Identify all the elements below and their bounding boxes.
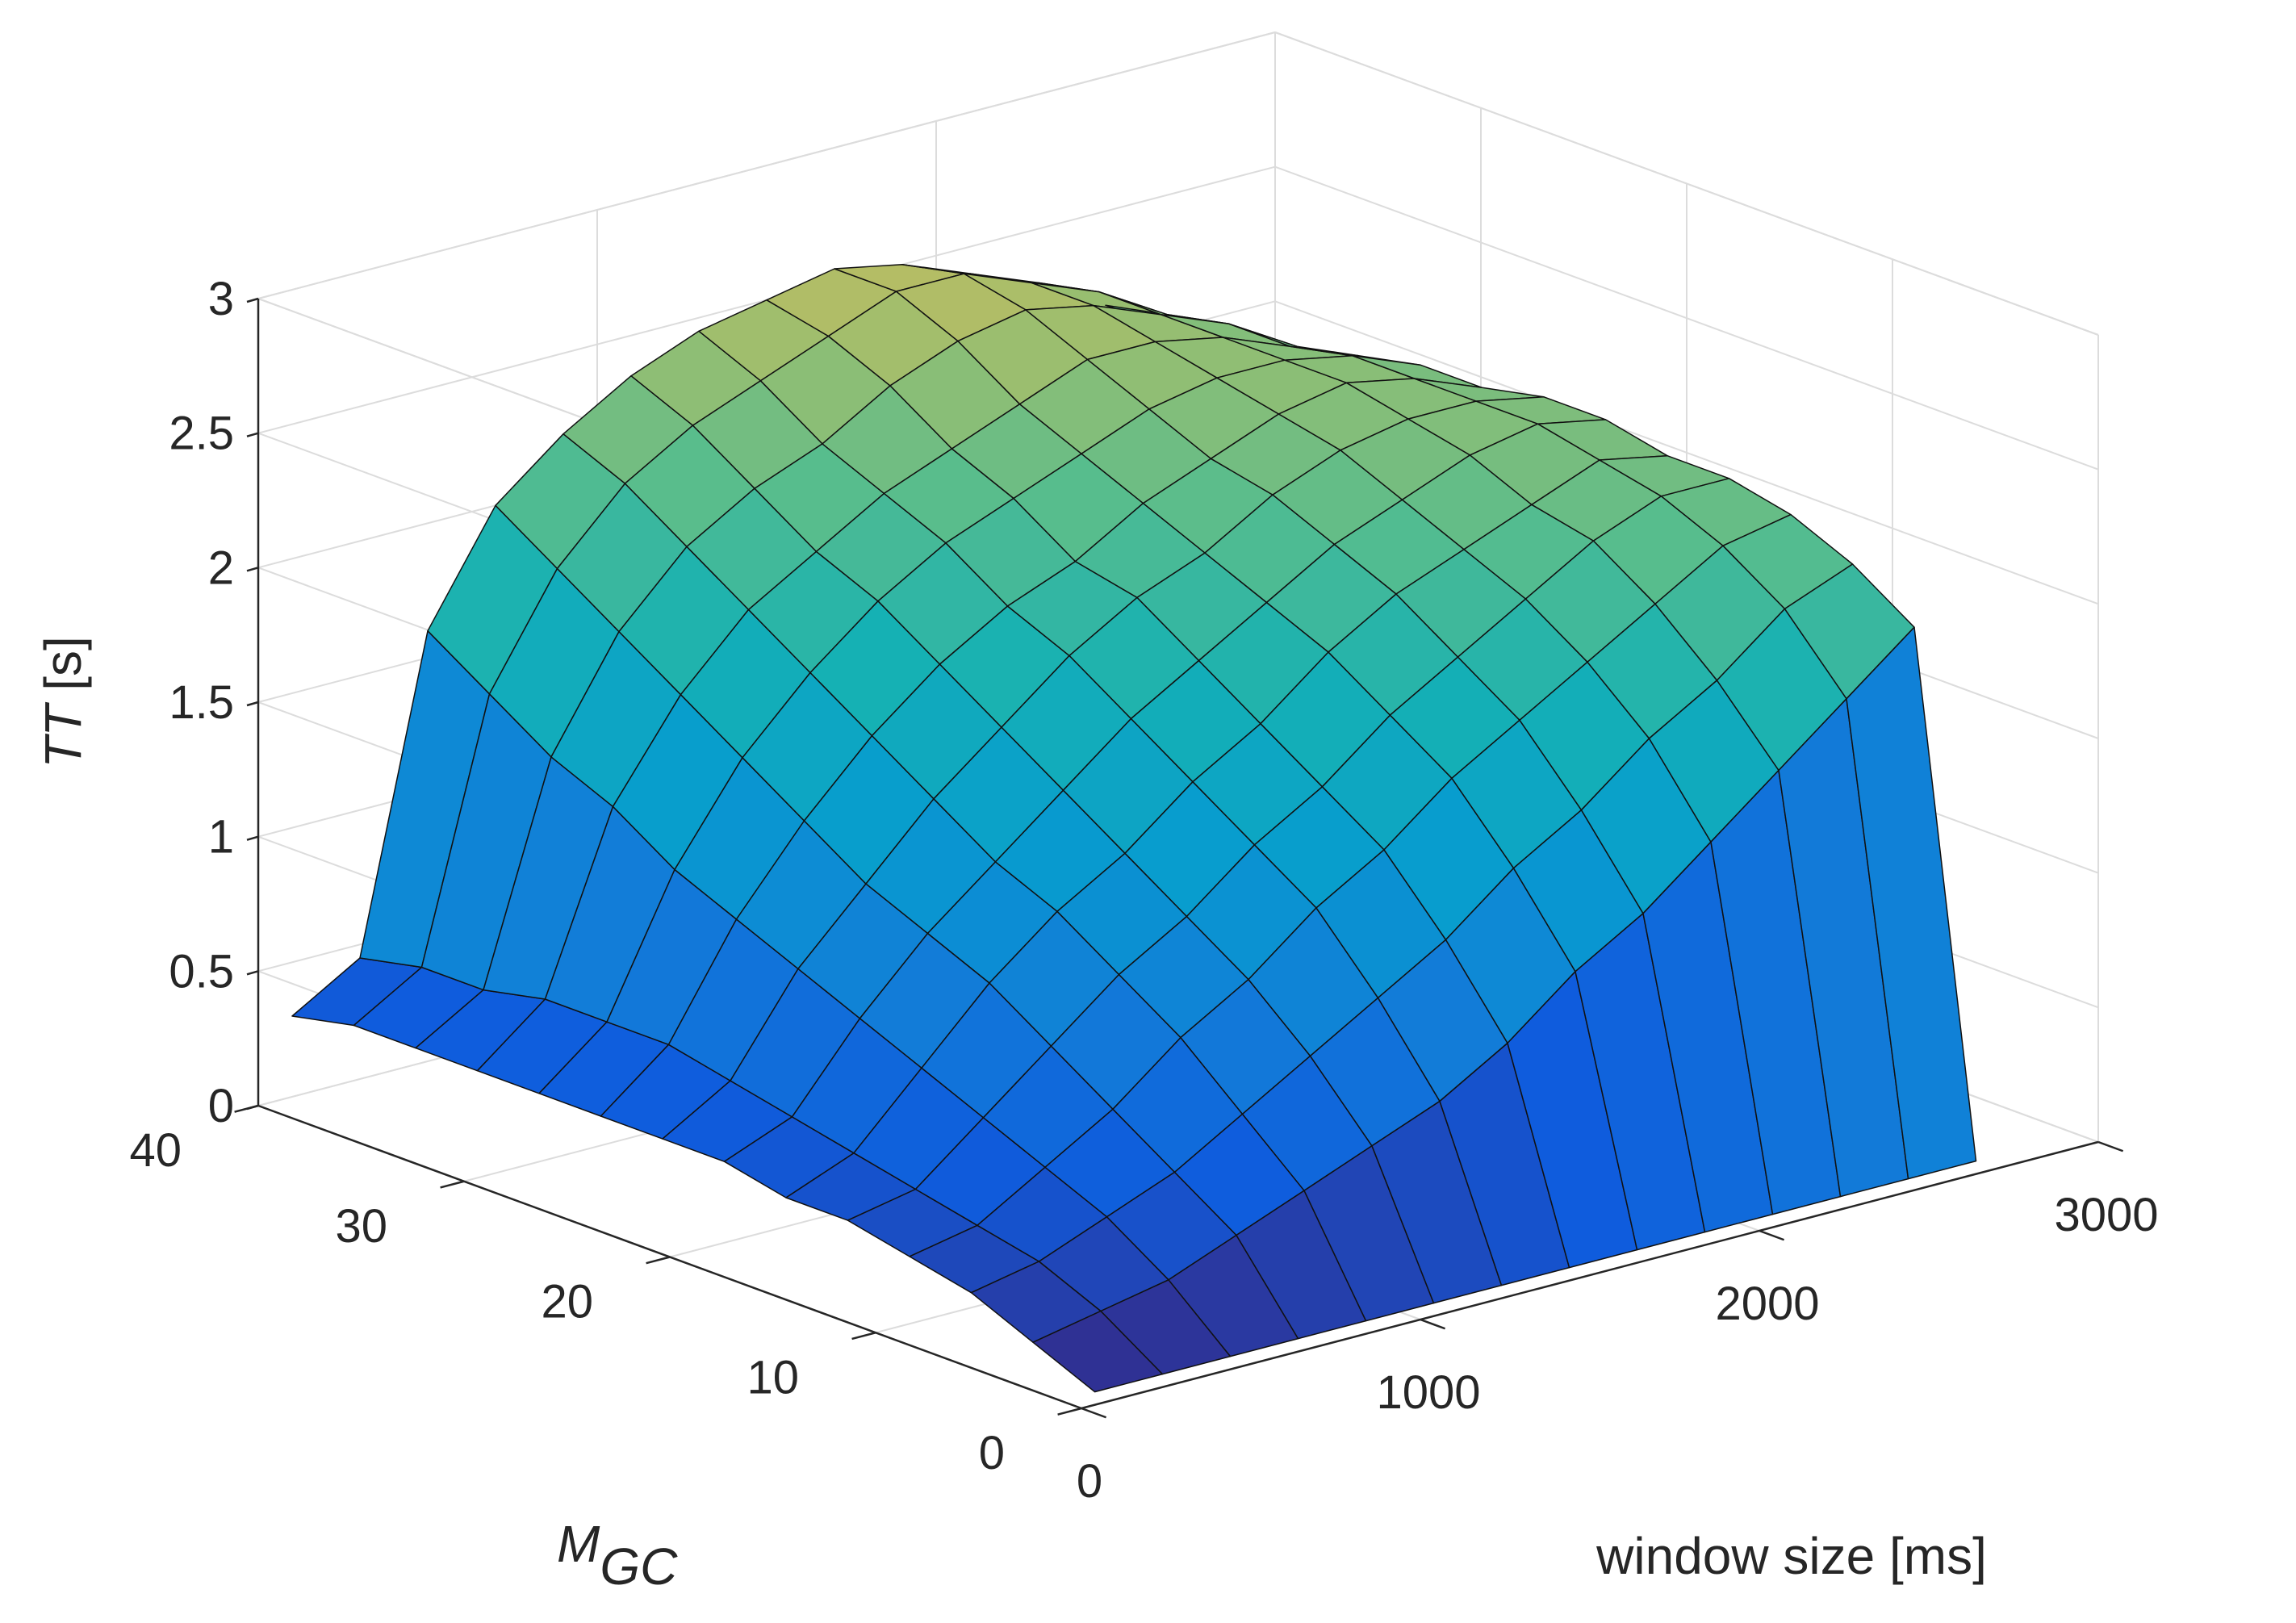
z-axis-label-unit: [s] — [34, 636, 92, 705]
box-top-side — [1274, 31, 2099, 336]
z-tick-label: 0 — [208, 1080, 234, 1132]
z-tick-label: 2.5 — [169, 408, 234, 460]
y-tick-label: 0 — [979, 1427, 1005, 1479]
z-tick-mark — [246, 1104, 259, 1111]
surface-layer — [291, 263, 1977, 1393]
z-tick-label: 1 — [208, 811, 234, 864]
x-tick-label: 3000 — [2054, 1189, 2158, 1241]
x-tick-mark — [1420, 1318, 1446, 1330]
x-axis-label: window size [ms] — [1595, 1527, 1987, 1585]
z-tick-mark — [246, 835, 259, 841]
z-axis-label: TT [s] — [34, 636, 92, 768]
y-axis-label-sub: GC — [600, 1537, 678, 1596]
y-axis-label: MGC — [557, 1515, 678, 1596]
z-tick-mark — [246, 970, 259, 976]
x-tick-mark — [1759, 1229, 1785, 1241]
z-tick-label: 1.5 — [169, 676, 234, 729]
x-tick-label: 2000 — [1715, 1278, 1819, 1330]
x-tick-label: 1000 — [1376, 1366, 1480, 1419]
surface-patch — [1846, 626, 1977, 1180]
y-tick-mark — [646, 1256, 671, 1265]
y-tick-mark — [851, 1332, 876, 1341]
ticks-layer: 0 1000 2000 3000 0 10 20 30 40 0 0.5 1 1.5 2 2.5 3 — [129, 273, 2158, 1508]
z-tick-label: 0.5 — [169, 945, 234, 998]
x-axis-line — [1081, 1140, 2099, 1410]
z-tick-mark — [246, 297, 259, 303]
y-tick-label: 30 — [335, 1200, 387, 1253]
y-tick-label: 20 — [541, 1276, 593, 1328]
z-tick-mark — [246, 701, 259, 707]
z-tick-label: 2 — [208, 542, 234, 594]
y-axis-label-main: M — [557, 1515, 600, 1573]
x-tick-label: 0 — [1077, 1455, 1102, 1508]
z-tick-mark — [246, 567, 259, 572]
y-tick-label: 10 — [747, 1351, 799, 1403]
y-tick-label: 40 — [129, 1124, 182, 1177]
x-tick-mark — [1081, 1407, 1107, 1419]
y-tick-mark — [440, 1180, 465, 1189]
z-axis-label-main: TT — [34, 702, 92, 768]
z-tick-label: 3 — [208, 273, 234, 325]
y-tick-mark — [1057, 1407, 1082, 1416]
box-top-back — [257, 31, 1276, 299]
z-tick-mark — [246, 432, 259, 437]
x-tick-mark — [2097, 1140, 2124, 1152]
